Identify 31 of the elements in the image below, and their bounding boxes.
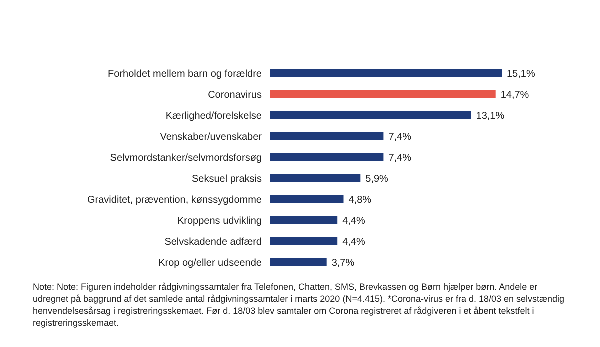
y-tick-label: Venskaber/uvenskaber xyxy=(160,132,263,144)
bar xyxy=(270,216,338,224)
data-label: 4,8% xyxy=(348,194,372,206)
y-tick-label: Kroppens udvikling xyxy=(178,216,262,228)
y-tick-label: Kærlighed/forelskelse xyxy=(166,111,262,122)
y-tick-label: Seksuel praksis xyxy=(192,174,262,186)
y-tick-label: Forholdet mellem barn og forældre xyxy=(108,69,262,80)
data-label: 5,9% xyxy=(366,174,389,185)
text: Note: Note: Figuren indeholder rådgivningssamtaler fra Telefonen, Chatten, SMS, Brevkassen og Børn hjælper børn. Andele er udregnet på baggrund af det samlede antal rådgivningssamtaler i marts 2020 (N=4.415). *Corona-virus er fra d. 18/03 en selvstændig henvendelsesårsag i registreringsskemaet. Før d. 18/03 blev samtaler om Corona registreret af rådgiveren i et åbent tekstfelt i registreringsskemaet. xyxy=(32,281,566,329)
bar xyxy=(270,111,472,120)
data-label: 4,4% xyxy=(342,216,366,227)
bar xyxy=(270,90,496,98)
bar xyxy=(270,69,502,78)
data-label: 15,1% xyxy=(507,68,536,80)
data-label: 4,4% xyxy=(342,236,366,248)
y-tick-label: Krop og/eller udseende xyxy=(158,258,262,270)
y-tick-label: Selvskadende adfærd xyxy=(164,237,262,248)
bar xyxy=(270,195,344,204)
data-label: 14,7% xyxy=(500,90,530,101)
data-label: 3,7% xyxy=(332,258,355,269)
bar xyxy=(270,132,384,140)
bar xyxy=(270,258,327,266)
bar xyxy=(270,153,384,162)
data-label: 7,4% xyxy=(388,152,412,164)
data-label: 7,4% xyxy=(388,132,412,143)
data-label: 13,1% xyxy=(476,110,505,122)
y-tick-label: Coronavirus xyxy=(208,90,262,102)
bar xyxy=(270,174,361,182)
bar xyxy=(270,237,338,246)
y-tick-label: Selvmordstanker/selvmordsforsøg xyxy=(110,153,262,164)
y-tick-label: Graviditet, prævention, kønssygdomme xyxy=(87,195,262,206)
